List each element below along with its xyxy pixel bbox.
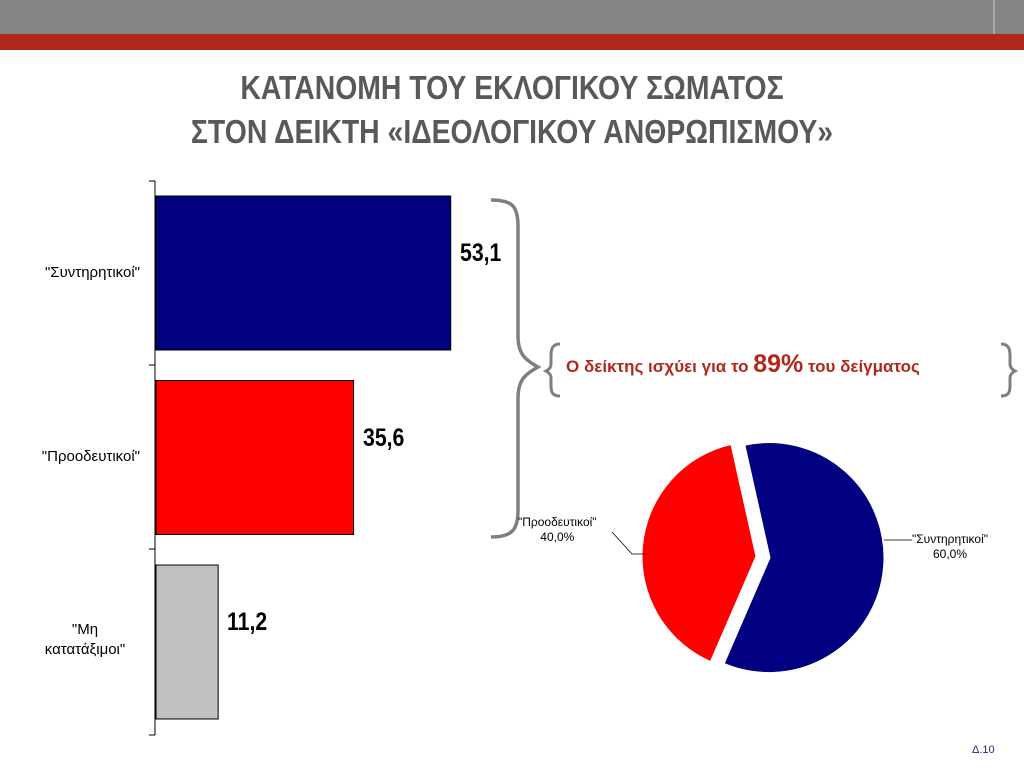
pie-slice	[720, 440, 887, 676]
bar	[155, 195, 452, 351]
slide-number: Δ.10	[972, 744, 995, 756]
title-line-1: ΚΑΤΑΝΟΜΗ ΤΟΥ ΕΚΛΟΓΙΚΟΥ ΣΩΜΑΤΟΣ	[240, 69, 784, 106]
note-highlight: 89%	[753, 350, 804, 378]
pie-slice-value: 60,0%	[932, 547, 968, 561]
pie-slice-value: 40,0%	[540, 530, 575, 544]
large-bracket	[490, 198, 542, 539]
pie-group	[639, 440, 887, 676]
pie-leader-line	[611, 531, 648, 555]
note-left-brace	[542, 342, 561, 398]
sample-note: Ο δείκτης ισχύει για το 89% του δείγματο…	[566, 350, 1006, 379]
accent-band	[0, 34, 1024, 50]
bar-category-label: "Συντηρητικοί"	[44, 264, 140, 281]
slide-title: ΚΑΤΑΝΟΜΗ ΤΟΥ ΕΚΛΟΓΙΚΟΥ ΣΩΜΑΤΟΣ ΣΤΟΝ ΔΕΙΚ…	[72, 66, 953, 154]
pie-label-progressive: "Προοδευτικοί" 40,0%	[518, 515, 597, 545]
bar	[155, 380, 355, 535]
pie-label-conservative: "Συντηρητικοί" 60,0%	[912, 532, 988, 562]
bar	[155, 564, 219, 720]
bar-value-label: 53,1	[459, 239, 502, 267]
title-line-2: ΣΤΟΝ ΔΕΙΚΤΗ «ΙΔΕΟΛΟΓΙΚΟΥ ΑΝΘΡΩΠΙΣΜΟΥ»	[190, 113, 834, 150]
header-band	[0, 0, 1024, 34]
note-suffix: του δείγματος	[803, 357, 920, 376]
bars-group	[155, 195, 452, 720]
bar-category-label: "Προοδευτικοί"	[41, 448, 140, 465]
bar-value-label: 11,2	[227, 608, 268, 636]
note-prefix: Ο δείκτης ισχύει για το	[566, 357, 754, 376]
note-right-brace	[1000, 342, 1019, 398]
header-divider	[993, 0, 995, 34]
bar-category-label: "Μη κατατάξιμοι"	[44, 621, 126, 658]
pie-slice-name: "Προοδευτικοί"	[518, 515, 597, 529]
bar-value-label: 35,6	[362, 423, 404, 452]
pie-slice	[639, 441, 759, 665]
pie-slice-name: "Συντηρητικοί"	[912, 532, 989, 546]
